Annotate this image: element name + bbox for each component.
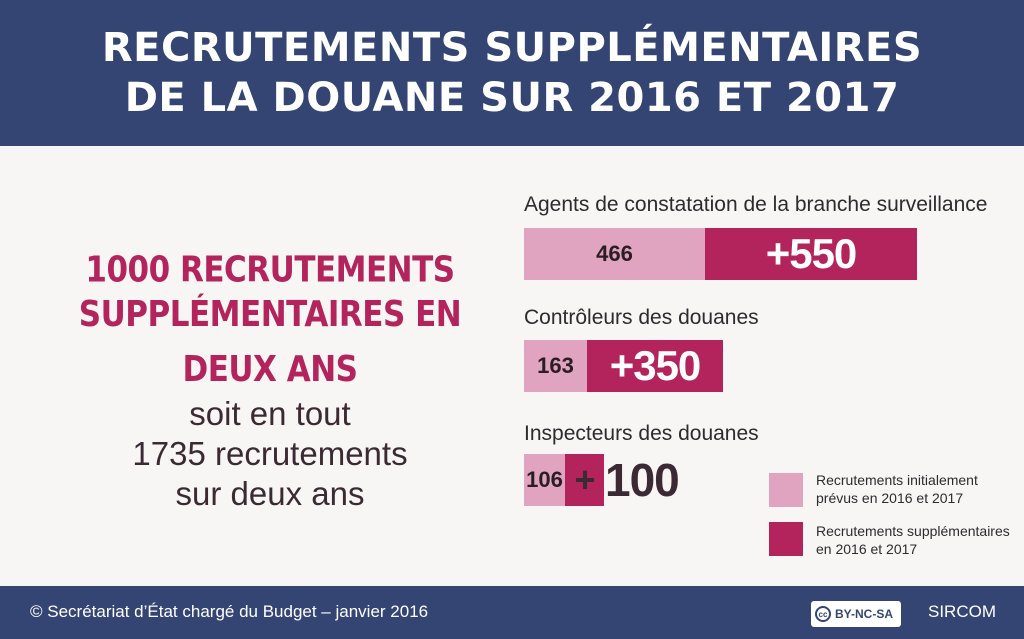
title-line-2: DE LA DOUANE SUR 2016 ET 2017 [124,75,900,121]
license-badge: cc BY-NC-SA [811,601,902,627]
bar-supplementary-agents: +550 [705,228,917,280]
legend-swatch-supplementary [769,522,803,556]
category-label-controleurs: Contrôleurs des douanes [524,306,759,329]
summary-line-1: soit en tout [189,395,351,432]
license-text: BY-NC-SA [835,607,894,621]
bar-initial-agents: 466 [524,228,705,280]
legend-label-supplementary: Recrutements supplémentaires en 2016 et … [816,522,1016,558]
bar-supplementary-inspecteurs: + [565,454,604,506]
legend-label-initial-1: Recrutements initialement [816,472,978,488]
bar-supplementary-controleurs: +350 [587,340,723,392]
legend-label-initial: Recrutements initialement prévus en 2016… [816,471,1016,507]
legend-label-supp-2: en 2016 et 2017 [816,541,918,557]
summary-line-3: sur deux ans [175,475,365,512]
bar-supplementary-inspecteurs-plus: + [574,459,595,500]
title-line-1: RECRUTEMENTS SUPPLÉMENTAIRES [101,25,923,71]
summary-line-2: 1735 recrutements [132,435,408,472]
legend-label-supp-1: Recrutements supplémentaires [816,523,1010,539]
bar-initial-inspecteurs: 106 [524,454,565,506]
summary-headline-1: 1000 RECRUTEMENTS [85,249,455,291]
summary-headline-2: SUPPLÉMENTAIRES EN DEUX ANS [78,293,462,391]
footer-copyright: © Secrétariat d’État chargé du Budget – … [30,602,429,621]
summary-block: 1000 RECRUTEMENTS SUPPLÉMENTAIRES EN DEU… [30,246,510,514]
legend-swatch-initial [769,473,803,507]
value-label-inspecteurs-supp: 100 [605,454,680,506]
cc-icon: cc [815,606,831,622]
bar-initial-controleurs: 163 [524,340,587,392]
legend-label-initial-2: prévus en 2016 et 2017 [816,490,964,506]
footer-brand: SIRCOM [928,602,996,621]
category-label-inspecteurs: Inspecteurs des douanes [524,422,759,445]
category-label-agents: Agents de constatation de la branche sur… [524,193,988,216]
header-banner: RECRUTEMENTS SUPPLÉMENTAIRES DE LA DOUAN… [0,0,1024,146]
